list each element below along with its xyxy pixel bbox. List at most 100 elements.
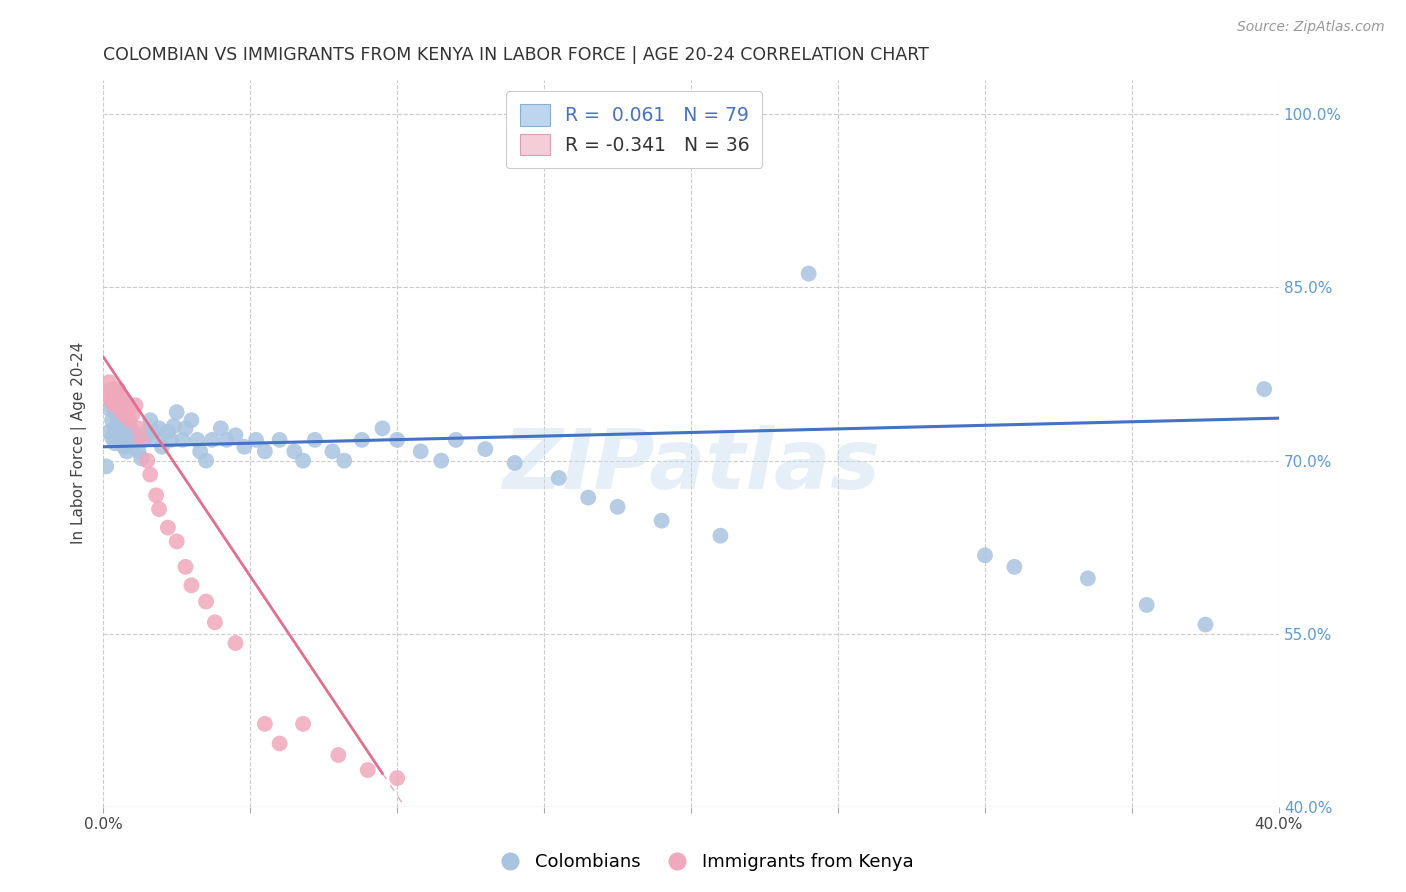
Point xyxy=(127,444,149,458)
Point xyxy=(1136,598,1159,612)
Point xyxy=(357,763,380,777)
Point xyxy=(409,444,432,458)
Point xyxy=(651,514,673,528)
Point xyxy=(186,433,208,447)
Point xyxy=(1253,382,1275,396)
Point xyxy=(385,433,408,447)
Point xyxy=(101,396,124,410)
Point xyxy=(253,444,276,458)
Point xyxy=(321,444,343,458)
Point xyxy=(101,413,124,427)
Point xyxy=(94,384,117,399)
Point xyxy=(107,398,129,412)
Point xyxy=(110,390,132,404)
Point xyxy=(98,425,121,439)
Point xyxy=(118,413,141,427)
Point xyxy=(124,398,146,412)
Point xyxy=(124,433,146,447)
Point xyxy=(163,419,186,434)
Point xyxy=(283,444,305,458)
Point xyxy=(224,636,246,650)
Point xyxy=(136,425,159,439)
Point xyxy=(110,405,132,419)
Point xyxy=(156,425,179,439)
Legend: Colombians, Immigrants from Kenya: Colombians, Immigrants from Kenya xyxy=(485,847,921,879)
Point xyxy=(576,491,599,505)
Point xyxy=(180,578,202,592)
Point xyxy=(115,428,138,442)
Point xyxy=(204,615,226,630)
Point xyxy=(166,405,188,419)
Point xyxy=(1002,559,1025,574)
Point xyxy=(145,488,167,502)
Point xyxy=(98,390,121,404)
Point xyxy=(333,453,356,467)
Point xyxy=(224,428,246,442)
Point xyxy=(118,419,141,434)
Point xyxy=(201,433,224,447)
Point xyxy=(110,419,132,434)
Point xyxy=(150,440,173,454)
Point xyxy=(107,413,129,427)
Point xyxy=(139,467,162,482)
Text: COLOMBIAN VS IMMIGRANTS FROM KENYA IN LABOR FORCE | AGE 20-24 CORRELATION CHART: COLOMBIAN VS IMMIGRANTS FROM KENYA IN LA… xyxy=(103,46,929,64)
Point xyxy=(1194,617,1216,632)
Point xyxy=(292,717,315,731)
Point xyxy=(115,409,138,424)
Point xyxy=(209,421,232,435)
Point xyxy=(709,529,731,543)
Point xyxy=(1077,571,1099,585)
Point xyxy=(107,382,129,396)
Point xyxy=(98,375,121,389)
Point xyxy=(112,440,135,454)
Point xyxy=(385,771,408,785)
Point xyxy=(115,413,138,427)
Point xyxy=(350,433,373,447)
Point xyxy=(245,433,267,447)
Point xyxy=(104,436,127,450)
Point xyxy=(797,267,820,281)
Point xyxy=(159,433,181,447)
Point xyxy=(292,453,315,467)
Point xyxy=(328,747,350,762)
Point xyxy=(110,433,132,447)
Point xyxy=(112,425,135,439)
Point xyxy=(101,396,124,410)
Point xyxy=(145,433,167,447)
Point xyxy=(304,433,326,447)
Text: ZIPatlas: ZIPatlas xyxy=(502,425,880,506)
Legend: R =  0.061   N = 79, R = -0.341   N = 36: R = 0.061 N = 79, R = -0.341 N = 36 xyxy=(506,91,762,169)
Point xyxy=(131,451,153,466)
Point xyxy=(142,425,165,439)
Point xyxy=(195,594,218,608)
Point xyxy=(172,433,194,447)
Point xyxy=(118,433,141,447)
Point xyxy=(215,433,238,447)
Point xyxy=(606,500,628,514)
Point xyxy=(110,401,132,416)
Point xyxy=(121,408,143,422)
Point xyxy=(121,425,143,439)
Point xyxy=(104,398,127,412)
Point xyxy=(166,534,188,549)
Point xyxy=(195,453,218,467)
Point xyxy=(115,444,138,458)
Point xyxy=(180,413,202,427)
Point xyxy=(503,456,526,470)
Point xyxy=(131,433,153,447)
Point xyxy=(121,440,143,454)
Point xyxy=(107,398,129,412)
Point xyxy=(371,421,394,435)
Point xyxy=(430,453,453,467)
Point xyxy=(269,737,291,751)
Point xyxy=(104,421,127,435)
Point xyxy=(127,421,149,435)
Point xyxy=(253,717,276,731)
Point xyxy=(107,431,129,445)
Point xyxy=(112,409,135,424)
Point xyxy=(547,471,569,485)
Y-axis label: In Labor Force | Age 20-24: In Labor Force | Age 20-24 xyxy=(72,343,87,544)
Point xyxy=(139,413,162,427)
Point xyxy=(101,382,124,396)
Point xyxy=(98,401,121,416)
